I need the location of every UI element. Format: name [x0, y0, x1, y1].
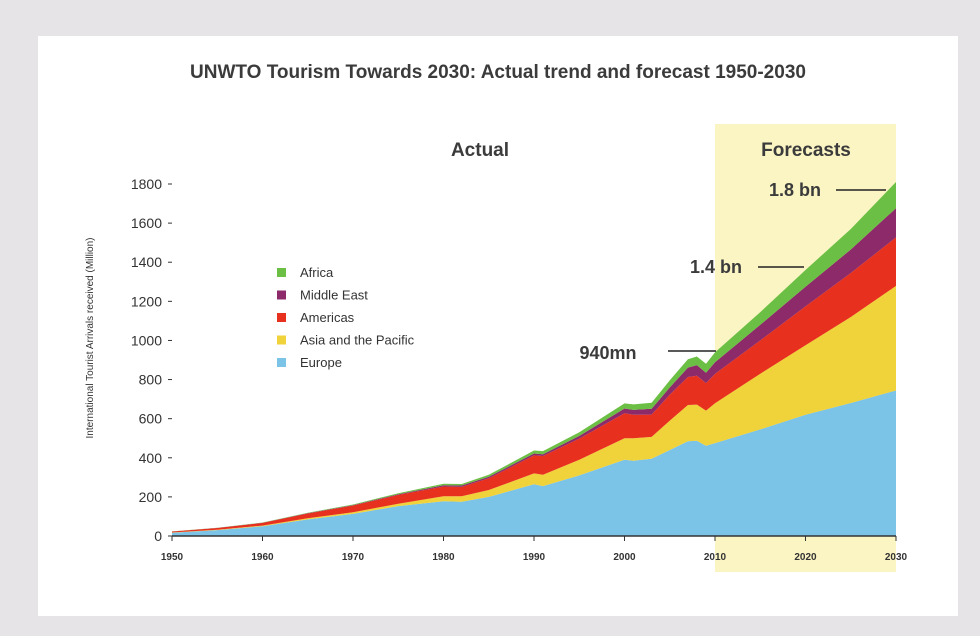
y-tick-label: 1000: [131, 332, 162, 348]
y-axis-title: International Tourist Arrivals received …: [85, 237, 96, 438]
stacked-areas: [172, 182, 896, 536]
annotation-label: 1.8 bn: [769, 180, 821, 200]
y-tick-label: 1400: [131, 254, 162, 270]
forecast-section-label: Forecasts: [761, 140, 851, 161]
x-tick-label: 2010: [704, 552, 727, 563]
area-europe: [172, 390, 896, 536]
area-asia-and-the-pacific: [172, 285, 896, 533]
x-tick-label: 1960: [251, 552, 274, 563]
y-tick-label: 1200: [131, 293, 162, 309]
legend-swatch: [277, 268, 286, 277]
chart-title: UNWTO Tourism Towards 2030: Actual trend…: [190, 62, 806, 83]
x-tick-label: 2030: [885, 552, 908, 563]
x-tick-label: 1980: [432, 552, 455, 563]
x-tick-label: 1970: [342, 552, 365, 563]
x-tick-label: 2000: [613, 552, 636, 563]
legend-swatch: [277, 313, 286, 322]
y-tick-label: 600: [139, 411, 163, 427]
tourism-area-chart: 0 200 400 600 800 1000 1200 1400 1600 1800 1950 196…: [38, 36, 958, 616]
legend-label: Africa: [300, 265, 334, 280]
x-tick-label: 1950: [161, 552, 184, 563]
legend-label: Europe: [300, 355, 342, 370]
legend: Africa Middle East Americas Asia and the Pa…: [277, 265, 415, 370]
annotation-label: 940mn: [579, 343, 636, 363]
x-tick-label: 1990: [523, 552, 546, 563]
axes: 0 200 400 600 800 1000 1200 1400 1600 1800 1950 196…: [131, 176, 908, 563]
y-tick-label: 1800: [131, 176, 162, 192]
annotation-label: 1.4 bn: [690, 257, 742, 277]
x-tick-label: 2020: [794, 552, 817, 563]
chart-panel: 0 200 400 600 800 1000 1200 1400 1600 1800 1950 196…: [38, 36, 958, 616]
y-tick-label: 400: [139, 450, 163, 466]
y-tick-label: 1600: [131, 215, 162, 231]
annotations: 940mn 1.4 bn 1.8 bn: [579, 180, 886, 363]
legend-label: Asia and the Pacific: [300, 333, 415, 348]
legend-label: Americas: [300, 310, 355, 325]
legend-label: Middle East: [300, 288, 368, 303]
legend-swatch: [277, 290, 286, 300]
legend-swatch: [277, 335, 286, 345]
y-tick-label: 0: [154, 528, 162, 544]
legend-swatch: [277, 358, 286, 367]
y-tick-label: 200: [139, 489, 163, 505]
y-tick-label: 800: [139, 372, 163, 388]
actual-section-label: Actual: [451, 140, 509, 161]
